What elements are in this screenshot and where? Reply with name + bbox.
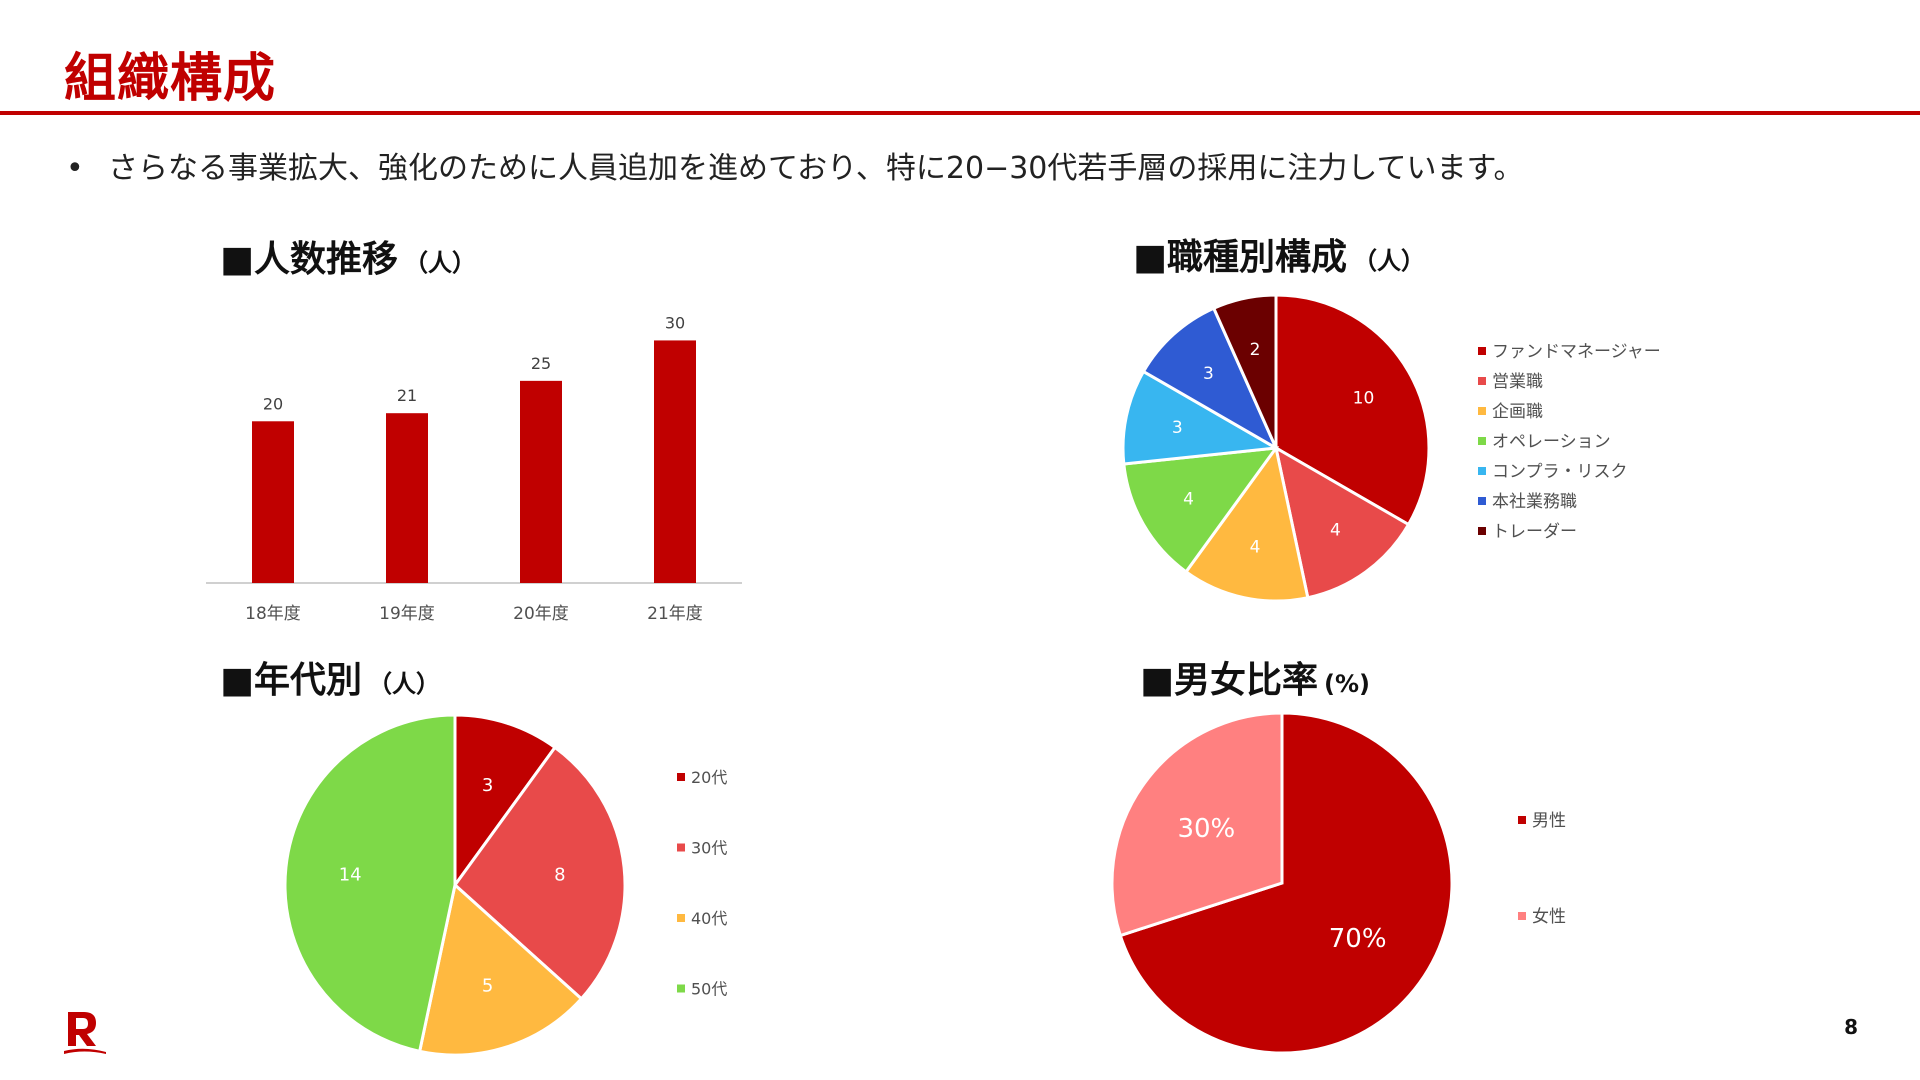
bar-data-label-2: 25 xyxy=(531,354,551,373)
gender-pie-legend-swatch-0 xyxy=(1518,816,1526,824)
bar-2 xyxy=(520,380,562,583)
bar-tick-label-1: 19年度 xyxy=(379,604,435,624)
job-pie-legend-swatch-1 xyxy=(1478,377,1486,385)
bar-1 xyxy=(386,413,428,583)
age-pie-legend-label-3: 50代 xyxy=(691,980,727,999)
age-section-title: ■年代別 （人） xyxy=(220,651,440,703)
job-unit: （人） xyxy=(1353,247,1426,275)
job-pie-slice-3 xyxy=(1122,446,1280,574)
job-pie-legend-swatch-2 xyxy=(1478,407,1486,415)
job-pie-data-label-3: 4 xyxy=(1183,489,1194,509)
job-section-title: ■職種別構成 （人） xyxy=(1133,228,1425,280)
gender-pie-data-label-0: 70% xyxy=(1329,924,1387,954)
job-pie-legend-label-0: ファンドマネージャー xyxy=(1492,342,1661,362)
gender-pie-slice-1 xyxy=(1110,711,1284,938)
job-pie-legend-label-5: 本社業務職 xyxy=(1492,492,1577,512)
job-pie-slice-5 xyxy=(1141,306,1280,452)
age-pie-slice-1 xyxy=(452,745,627,1001)
bar-tick-label-0: 18年度 xyxy=(245,604,301,624)
age-pie-data-label-2: 5 xyxy=(482,976,493,997)
rakuten-logo xyxy=(62,1008,108,1060)
age-pie-legend-label-0: 20代 xyxy=(691,768,727,787)
bullet-marker: • xyxy=(66,151,84,186)
job-pie-legend-swatch-6 xyxy=(1478,527,1486,535)
gender-title: 男女比率 xyxy=(1174,660,1319,701)
job-pie-legend-label-6: トレーダー xyxy=(1492,522,1577,542)
summary-text: さらなる事業拡大、強化のために人員追加を進めており、特に20−30代若手層の採用… xyxy=(108,151,1524,186)
bar-0 xyxy=(252,421,294,583)
age-pie-legend-swatch-0 xyxy=(677,773,685,781)
age-pie-data-label-3: 14 xyxy=(339,864,362,885)
age-unit: （人） xyxy=(368,670,441,698)
job-marker: ■ xyxy=(1133,237,1168,278)
slide-title: 組織構成 xyxy=(64,49,277,109)
age-pie-data-label-0: 3 xyxy=(482,775,493,796)
gender-pie-legend-swatch-1 xyxy=(1518,912,1526,920)
job-pie-data-label-2: 4 xyxy=(1250,538,1261,558)
job-pie-legend-label-1: 営業職 xyxy=(1492,372,1543,392)
headcount-section-title: ■人数推移 （人） xyxy=(220,230,476,282)
age-pie-legend-label-1: 30代 xyxy=(691,839,727,858)
headcount-title: 人数推移 xyxy=(254,239,399,280)
job-pie-slice-0 xyxy=(1274,293,1431,527)
bar-data-label-0: 20 xyxy=(263,394,283,413)
job-pie-legend-label-2: 企画職 xyxy=(1492,402,1543,422)
gender-pie-data-label-1: 30% xyxy=(1177,814,1235,844)
job-pie-legend-label-4: コンプラ・リスク xyxy=(1492,462,1628,482)
headcount-marker: ■ xyxy=(220,239,255,280)
bar-3 xyxy=(654,340,696,583)
headcount-unit: （人） xyxy=(404,249,477,277)
job-pie-data-label-4: 3 xyxy=(1172,418,1183,438)
gender-pie-legend-label-1: 女性 xyxy=(1532,907,1566,927)
job-pie-slice-6 xyxy=(1211,293,1278,449)
age-pie-legend-swatch-2 xyxy=(677,914,685,922)
age-pie-legend-swatch-1 xyxy=(677,843,685,852)
title-underline xyxy=(0,111,1920,115)
age-pie-data-label-1: 8 xyxy=(554,864,565,885)
job-pie-slice-4 xyxy=(1121,369,1281,466)
job-pie-legend-swatch-0 xyxy=(1478,347,1486,355)
gender-unit: (%) xyxy=(1324,670,1371,698)
age-pie-slice-0 xyxy=(453,713,558,890)
age-title: 年代別 xyxy=(254,660,363,701)
summary-bullet: • さらなる事業拡大、強化のために人員追加を進めており、特に20−30代若手層の採… xyxy=(66,143,1523,187)
job-pie-slice-2 xyxy=(1183,444,1310,603)
bar-tick-label-2: 20年度 xyxy=(513,604,569,624)
bar-data-label-1: 21 xyxy=(397,386,417,405)
job-pie-data-label-1: 4 xyxy=(1330,521,1341,541)
gender-pie-slice-0 xyxy=(1118,711,1454,1055)
job-pie-data-label-6: 2 xyxy=(1250,340,1261,360)
bar-data-label-3: 30 xyxy=(665,313,685,332)
job-pie-legend-label-3: オペレーション xyxy=(1492,432,1611,452)
logo-r-icon xyxy=(64,1012,106,1054)
age-pie-legend-swatch-3 xyxy=(677,984,685,993)
page-number: 8 xyxy=(1844,1015,1858,1039)
age-pie-slice-3 xyxy=(283,713,457,1054)
bar-tick-label-3: 21年度 xyxy=(647,604,703,624)
gender-section-title: ■男女比率 (%) xyxy=(1140,651,1370,703)
gender-pie-legend-label-0: 男性 xyxy=(1532,811,1566,831)
job-pie-legend-swatch-4 xyxy=(1478,467,1486,475)
gender-marker: ■ xyxy=(1140,660,1175,701)
job-pie-slice-1 xyxy=(1273,445,1411,600)
job-pie-data-label-0: 10 xyxy=(1353,388,1375,408)
age-pie-legend-label-2: 40代 xyxy=(691,909,727,928)
age-pie-slice-2 xyxy=(417,882,584,1057)
job-pie-legend-swatch-3 xyxy=(1478,437,1486,445)
age-marker: ■ xyxy=(220,660,255,701)
job-pie-data-label-5: 3 xyxy=(1203,364,1214,384)
job-title: 職種別構成 xyxy=(1167,237,1348,278)
job-pie-legend-swatch-5 xyxy=(1478,497,1486,505)
